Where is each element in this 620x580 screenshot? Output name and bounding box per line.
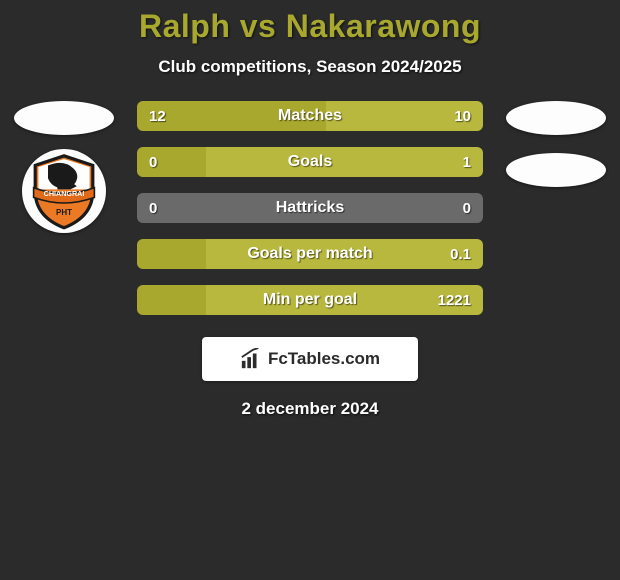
stat-row: 0Goals1 <box>137 147 483 177</box>
stat-right-value: 0 <box>463 200 471 217</box>
right-player-col <box>501 101 611 187</box>
left-player-club-badge: CHIANGRAI PHT <box>22 149 106 233</box>
left-player-col: CHIANGRAI PHT <box>9 101 119 233</box>
page-title: Ralph vs Nakarawong <box>0 8 620 45</box>
brand-box[interactable]: FcTables.com <box>202 337 418 381</box>
right-player-oval-badge-1 <box>506 101 606 135</box>
stat-label: Matches <box>137 107 483 125</box>
stat-row: Min per goal1221 <box>137 285 483 315</box>
stat-row: 0Hattricks0 <box>137 193 483 223</box>
bar-chart-icon <box>240 348 262 370</box>
date-label: 2 december 2024 <box>0 399 620 419</box>
brand-label: FcTables.com <box>268 349 380 369</box>
stat-row: Goals per match0.1 <box>137 239 483 269</box>
right-player-oval-badge-2 <box>506 153 606 187</box>
stat-label: Goals <box>137 153 483 171</box>
stat-right-value: 10 <box>454 108 471 125</box>
stats-list: 12Matches100Goals10Hattricks0Goals per m… <box>137 101 483 315</box>
stat-row: 12Matches10 <box>137 101 483 131</box>
stat-right-value: 0.1 <box>450 246 471 263</box>
stat-label: Hattricks <box>137 199 483 217</box>
subtitle: Club competitions, Season 2024/2025 <box>0 57 620 77</box>
svg-text:PHT: PHT <box>56 208 72 217</box>
stat-label: Goals per match <box>137 245 483 263</box>
comparison-panel: CHIANGRAI PHT 12Matches100Goals10Hattric… <box>0 101 620 315</box>
stat-right-value: 1 <box>463 154 471 171</box>
svg-text:CHIANGRAI: CHIANGRAI <box>44 189 85 198</box>
left-player-oval-badge <box>14 101 114 135</box>
stat-right-value: 1221 <box>438 292 471 309</box>
club-crest-icon: CHIANGRAI PHT <box>24 151 104 231</box>
stat-label: Min per goal <box>137 291 483 309</box>
